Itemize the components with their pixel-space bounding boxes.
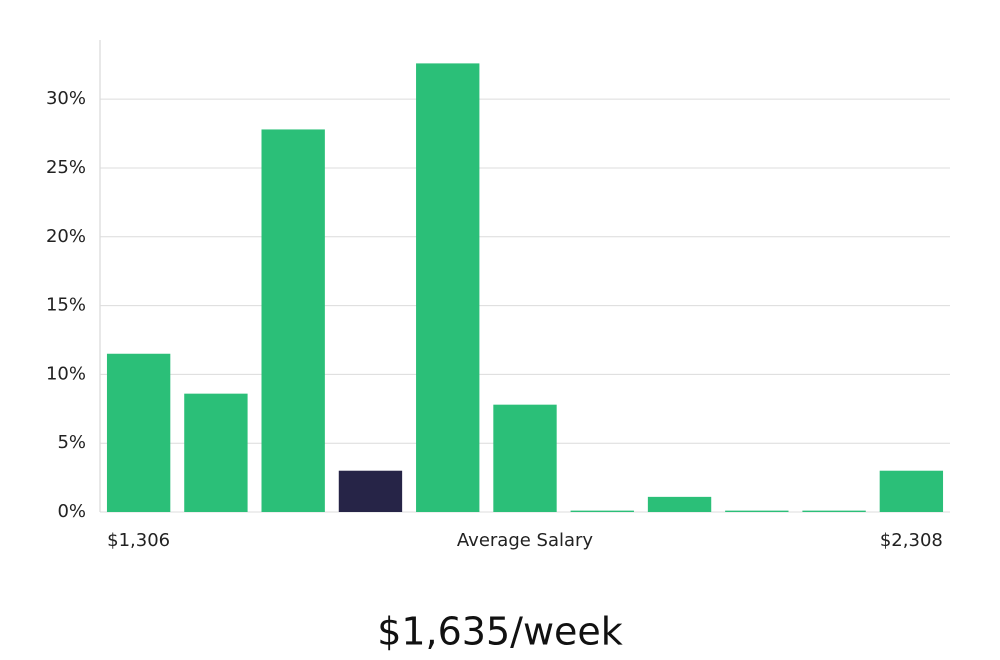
y-tick-label: 25%	[46, 157, 86, 178]
y-tick-label: 0%	[57, 501, 86, 522]
y-tick-label: 10%	[46, 363, 86, 384]
bar	[570, 510, 634, 512]
bar	[184, 393, 248, 512]
bar	[802, 510, 866, 512]
y-tick-label: 15%	[46, 295, 86, 316]
x-tick-label: $2,308	[880, 530, 943, 551]
bar	[338, 470, 403, 512]
x-tick-label: $1,306	[107, 530, 170, 551]
bar	[261, 129, 325, 513]
bar	[879, 470, 944, 512]
y-tick-label: 5%	[57, 432, 86, 453]
bar	[647, 496, 712, 512]
x-tick-label: Average Salary	[457, 530, 594, 551]
y-tick-label: 30%	[46, 88, 86, 109]
salary-annotation: $1,635/week	[377, 610, 623, 654]
bar	[106, 353, 171, 512]
bar	[725, 510, 789, 512]
bar	[493, 404, 557, 512]
bar	[416, 63, 480, 512]
y-tick-label: 20%	[46, 226, 86, 247]
